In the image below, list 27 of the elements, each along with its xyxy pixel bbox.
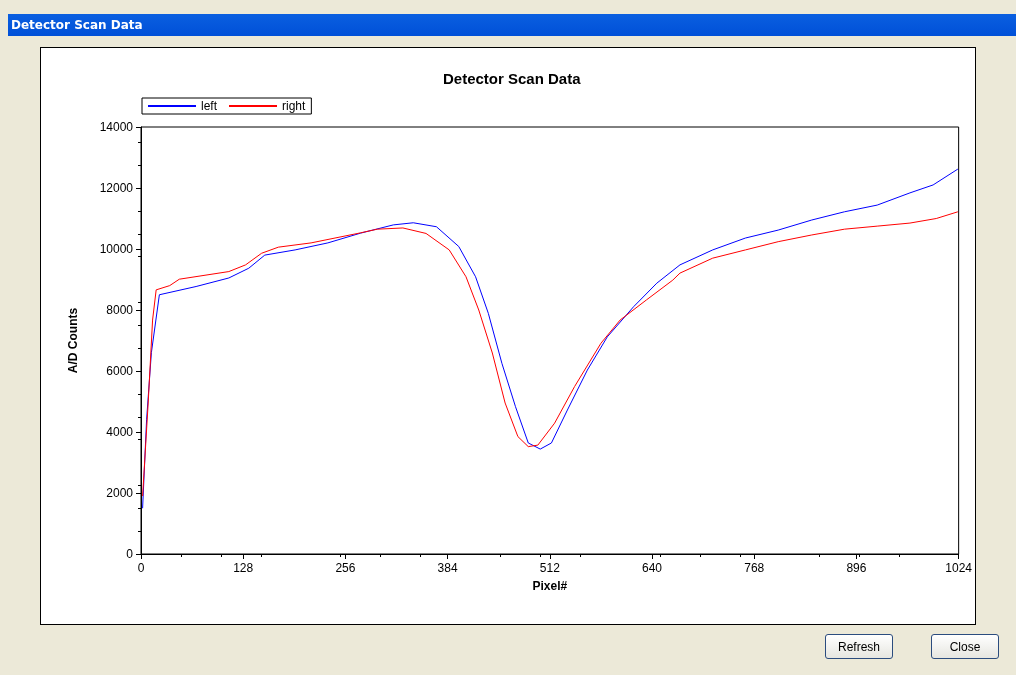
chart-title: Detector Scan Data [443, 70, 582, 87]
y-tick-label: 0 [126, 547, 134, 561]
y-tick-label: 8000 [106, 303, 134, 317]
x-tick-label: 384 [437, 561, 458, 575]
x-tick-label: 0 [137, 561, 145, 575]
x-tick-label: 896 [846, 561, 867, 575]
x-tick-label: 1024 [945, 561, 973, 575]
line-series [142, 211, 959, 497]
line-series [142, 168, 959, 509]
y-tick-label: 14000 [99, 120, 134, 134]
x-tick-label: 768 [744, 561, 765, 575]
x-tick-label: 128 [233, 561, 254, 575]
y-axis-title: A/D Counts [66, 307, 80, 374]
y-tick-label: 6000 [106, 364, 134, 378]
x-tick-label: 256 [335, 561, 356, 575]
chart-title: Detector Scan Data [11, 18, 143, 32]
legend-label: right [282, 99, 307, 113]
legend-label: left [201, 99, 218, 113]
y-tick-label: 2000 [106, 486, 134, 500]
y-tick-label: 4000 [106, 425, 134, 439]
x-tick-label: 512 [539, 561, 561, 575]
button: Close [931, 634, 999, 659]
x-axis-title: Pixel# [532, 579, 568, 593]
button: Refresh [825, 634, 893, 659]
y-tick-label: 10000 [99, 242, 134, 256]
x-tick-label: 640 [642, 561, 663, 575]
y-tick-label: 12000 [99, 181, 134, 195]
